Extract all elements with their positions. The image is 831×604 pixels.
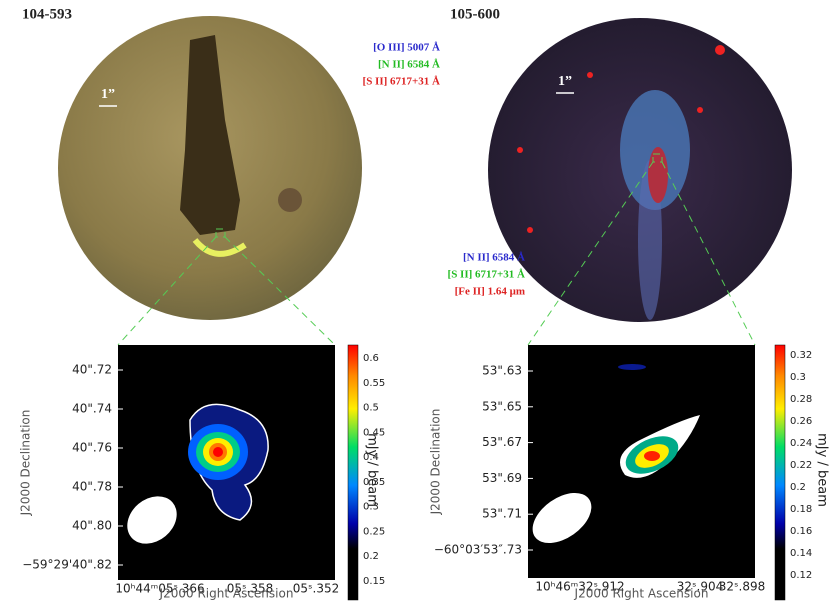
image-105-600 [488,18,792,322]
y-tick-label: 53".71 [482,507,522,521]
panel-title: 104-593 [22,6,72,22]
colorbar-tick-label: 0.3 [363,502,379,513]
filter-label: [N II] 6584 Å [378,59,440,71]
scale-label: 1” [101,87,115,102]
colorbar-tick-label: 0.2 [790,482,806,493]
colorbar-tick-label: 0.22 [790,460,812,471]
filter-label: [N II] 6584 Å [463,252,525,264]
colorbar-tick-label: 0.32 [790,350,812,361]
y-tick-label: 40".80 [72,519,112,533]
y-tick-label: 53".65 [482,399,522,413]
x-tick-label: 05ˢ.352 [293,582,339,596]
x-tick-label: 05ˢ.358 [227,582,273,596]
colorbar-tick-label: 0.4 [363,452,379,463]
colorbar-tick-label: 0.55 [363,378,385,389]
filter-label: [S II] 6717+31 Å [363,76,441,88]
colorbar-tick-label: 0.45 [363,427,385,438]
colorbar-tick-label: 0.2 [363,551,379,562]
colorbar-tick-label: 0.26 [790,416,812,427]
image-104-593 [58,16,362,320]
x-tick-label: 32ˢ.904 [677,580,723,594]
colorbar-tick-label: 0.25 [363,526,385,537]
colorbar-label: mJy / beam [365,433,380,507]
x-axis-label: J2000 Right Ascension [159,587,294,601]
y-tick-label: 53".67 [482,435,522,449]
y-tick-label: 53".69 [482,471,522,485]
colorbar-tick-label: 0.28 [790,394,812,405]
colorbar-tick-label: 0.15 [363,576,385,587]
plot-105-600 [528,344,786,601]
colorbar-tick-label: 0.6 [363,353,379,364]
x-tick-label: 10ʰ46ᵐ32ˢ.912 [535,580,624,594]
colorbar-tick-label: 0.24 [790,438,812,449]
y-tick-label: 53".63 [482,364,522,378]
colorbar-tick-label: 0.3 [790,372,806,383]
plot-104-593 [118,344,359,601]
filter-label: [S II] 6717+31 Å [448,269,526,281]
y-tick-label: 40".78 [72,480,112,494]
panel-title: 105-600 [450,6,500,22]
filter-label: [O III] 5007 Å [373,42,440,54]
colorbar-tick-label: 0.14 [790,548,812,559]
colorbar-tick-label: 0.16 [790,526,812,537]
colorbar-tick-label: 0.35 [363,477,385,488]
y-tick-label: −59°29'40".82 [22,558,112,572]
y-tick-label: 40".76 [72,441,112,455]
filter-label: [Fe II] 1.64 μm [455,286,525,298]
colorbar-tick-label: 0.12 [790,570,812,581]
colorbar-label: mJy / beam [815,433,830,507]
x-axis-label: J2000 Right Ascension [574,587,709,601]
zoom-lines [117,153,756,346]
x-tick-label: 32ˢ.898 [719,580,765,594]
y-tick-label: 40".74 [72,402,112,416]
colorbar-tick-label: 0.5 [363,403,379,414]
y-tick-label: 40".72 [72,363,112,377]
x-tick-label: 10ʰ44ᵐ05ˢ.366 [115,582,204,596]
y-tick-label: −60°03′53″.73 [434,543,522,557]
colorbar-tick-label: 0.18 [790,504,812,515]
y-axis-label: J2000 Declination [429,409,443,516]
y-axis-label: J2000 Declination [19,410,33,517]
scale-label: 1” [558,74,572,89]
